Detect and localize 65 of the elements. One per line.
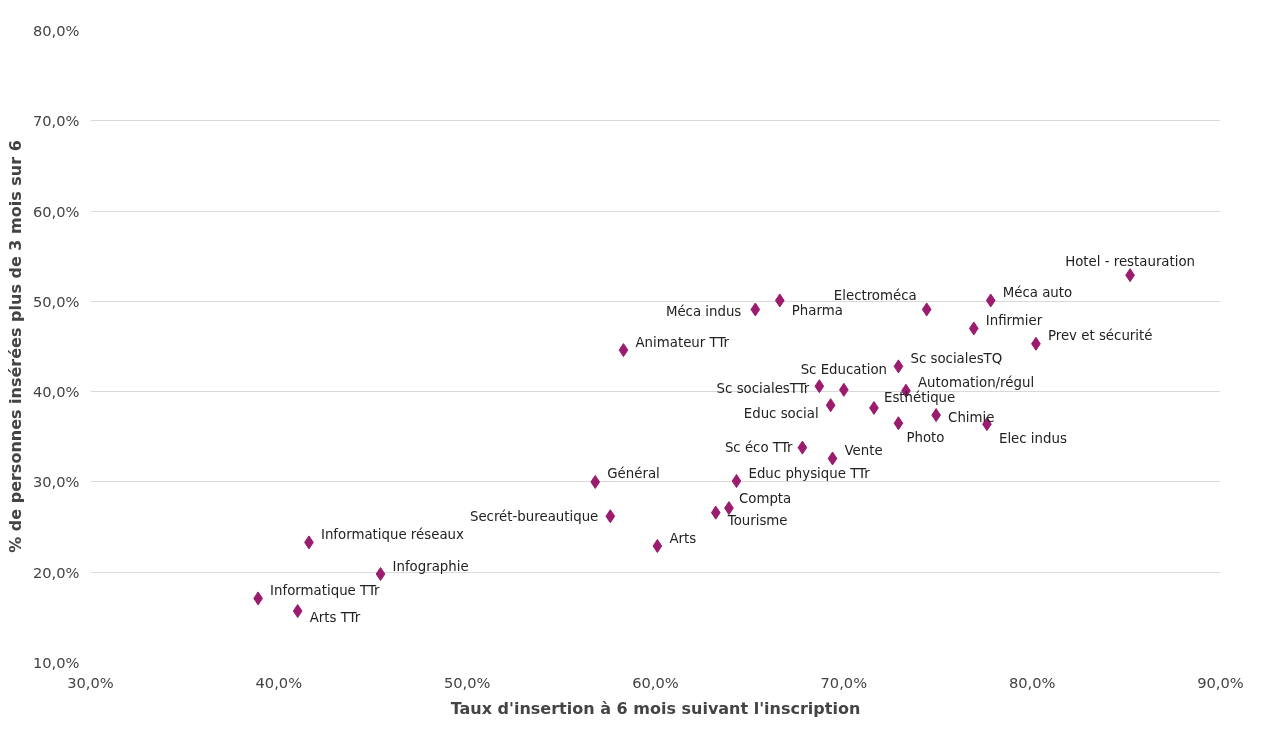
data-label: Esthétique — [883, 390, 956, 406]
x-tick-label: 40,0% — [255, 673, 303, 691]
data-label: Animateur TTr — [635, 334, 730, 350]
data-label: Sc socialesTQ — [910, 350, 1003, 366]
point — [292, 604, 303, 619]
y-tick-label: 20,0% — [32, 563, 80, 581]
point — [590, 474, 601, 489]
point — [825, 398, 836, 413]
data-label: Général — [607, 466, 660, 482]
point — [893, 359, 904, 374]
point — [605, 509, 616, 524]
data-label: Hotel - restauration — [1065, 253, 1196, 269]
data-label: Sc socialesTTr — [716, 380, 810, 396]
point — [968, 321, 979, 336]
y-tick-label: 30,0% — [32, 473, 80, 491]
x-tick-label: 50,0% — [443, 673, 491, 691]
data-label: Arts — [669, 530, 697, 546]
point — [774, 293, 785, 308]
data-label: Informatique réseaux — [320, 526, 465, 542]
data-label: Compta — [738, 490, 792, 506]
y-axis-title: % de personnes insérées plus de 3 mois sur 6 — [5, 140, 25, 553]
data-label: Pharma — [791, 302, 843, 318]
x-axis-title: Taux d'insertion à 6 mois suivant l'inscription — [450, 698, 861, 718]
data-label: Infirmier — [985, 312, 1043, 328]
point — [710, 505, 721, 520]
data-label: Elec indus — [998, 430, 1067, 446]
point — [921, 302, 932, 317]
data-label: Photo — [906, 429, 945, 445]
data-label: Méca indus — [665, 303, 742, 319]
x-tick-label: 30,0% — [67, 673, 114, 691]
point — [827, 451, 838, 466]
data-label: Arts TTr — [309, 609, 361, 625]
data-label: Infographie — [392, 558, 469, 574]
y-tick-label: 50,0% — [32, 292, 80, 310]
x-tick-label: 70,0% — [820, 673, 868, 691]
data-label: Electroméca — [833, 287, 917, 303]
point — [797, 440, 808, 455]
point — [618, 343, 629, 358]
data-label: Tourisme — [726, 513, 788, 529]
y-tick-label: 60,0% — [32, 202, 80, 220]
data-label: Sc Education — [800, 362, 888, 378]
point — [814, 379, 825, 394]
point — [652, 539, 663, 554]
point — [750, 302, 761, 317]
y-tick-label: 70,0% — [32, 112, 80, 130]
y-tick-label: 80,0% — [32, 22, 80, 39]
point — [893, 416, 904, 431]
data-label: Educ social — [743, 405, 819, 421]
x-tick-label: 80,0% — [1008, 673, 1056, 691]
data-label: Automation/régul — [917, 375, 1035, 391]
y-tick-label: 40,0% — [32, 383, 80, 401]
data-label: Vente — [844, 442, 883, 458]
data-label: Prev et sécurité — [1047, 328, 1153, 344]
data-label: Informatique TTr — [270, 582, 381, 598]
y-tick-label: 10,0% — [32, 654, 80, 671]
x-tick-label: 90,0% — [1197, 673, 1244, 691]
data-label: Sc éco TTr — [724, 440, 793, 456]
data-label: Méca auto — [1002, 284, 1073, 300]
point — [985, 293, 996, 308]
point — [731, 474, 742, 489]
point — [375, 567, 386, 582]
data-label: Secrét-bureautique — [469, 508, 599, 524]
data-label: Chimie — [948, 409, 995, 425]
x-tick-label: 60,0% — [632, 673, 679, 691]
data-label: Educ physique TTr — [748, 465, 871, 481]
